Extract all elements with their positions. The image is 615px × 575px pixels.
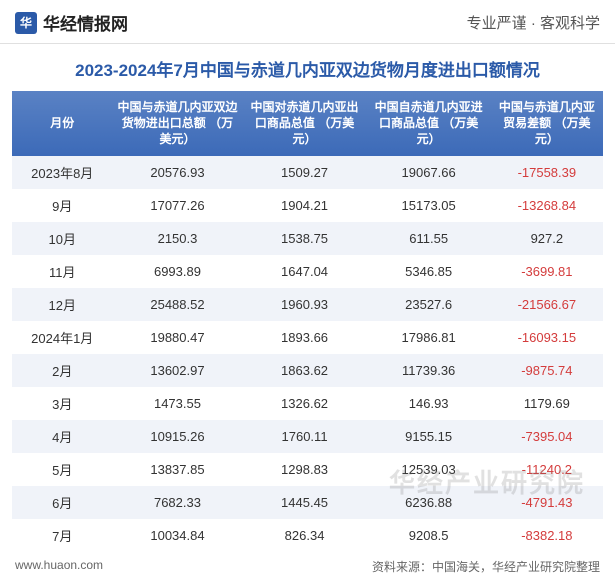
brand-name: 华经情报网 — [43, 10, 128, 35]
table-row: 4月10915.261760.119155.15-7395.04 — [12, 420, 603, 453]
cell-month: 9月 — [12, 189, 112, 222]
table-row: 2023年8月20576.931509.2719067.66-17558.39 — [12, 156, 603, 189]
table-row: 2024年1月19880.471893.6617986.81-16093.15 — [12, 321, 603, 354]
cell-total: 2150.3 — [112, 222, 242, 255]
brand-block: 华 华经情报网 — [15, 10, 128, 35]
cell-import: 9155.15 — [367, 420, 491, 453]
col-balance: 中国与赤道几内亚贸易差额 （万美元） — [491, 91, 603, 156]
cell-balance: -13268.84 — [491, 189, 603, 222]
cell-import: 5346.85 — [367, 255, 491, 288]
cell-import: 611.55 — [367, 222, 491, 255]
cell-export: 1960.93 — [242, 288, 366, 321]
cell-balance: 927.2 — [491, 222, 603, 255]
cell-export: 1538.75 — [242, 222, 366, 255]
table-row: 11月6993.891647.045346.85-3699.81 — [12, 255, 603, 288]
cell-month: 3月 — [12, 387, 112, 420]
table-row: 9月17077.261904.2115173.05-13268.84 — [12, 189, 603, 222]
col-export: 中国对赤道几内亚出口商品总值 （万美元） — [242, 91, 366, 156]
cell-month: 2023年8月 — [12, 156, 112, 189]
cell-total: 13602.97 — [112, 354, 242, 387]
cell-total: 13837.85 — [112, 453, 242, 486]
logo-icon: 华 — [15, 12, 37, 34]
page-header: 华 华经情报网 专业严谨 · 客观科学 — [0, 0, 615, 44]
cell-month: 5月 — [12, 453, 112, 486]
table-row: 7月10034.84826.349208.5-8382.18 — [12, 519, 603, 552]
cell-total: 7682.33 — [112, 486, 242, 519]
cell-export: 1863.62 — [242, 354, 366, 387]
table-row: 12月25488.521960.9323527.6-21566.67 — [12, 288, 603, 321]
cell-export: 826.34 — [242, 519, 366, 552]
cell-import: 23527.6 — [367, 288, 491, 321]
cell-total: 19880.47 — [112, 321, 242, 354]
cell-month: 10月 — [12, 222, 112, 255]
col-total: 中国与赤道几内亚双边货物进出口总额 （万美元） — [112, 91, 242, 156]
cell-balance: -3699.81 — [491, 255, 603, 288]
footer-source: 资料来源：中国海关，华经产业研究院整理 — [372, 558, 600, 575]
table-header-row: 月份 中国与赤道几内亚双边货物进出口总额 （万美元） 中国对赤道几内亚出口商品总… — [12, 91, 603, 156]
table-row: 10月2150.31538.75611.55927.2 — [12, 222, 603, 255]
cell-total: 20576.93 — [112, 156, 242, 189]
cell-total: 1473.55 — [112, 387, 242, 420]
table-row: 3月1473.551326.62146.931179.69 — [12, 387, 603, 420]
cell-total: 10034.84 — [112, 519, 242, 552]
cell-export: 1445.45 — [242, 486, 366, 519]
cell-export: 1298.83 — [242, 453, 366, 486]
cell-export: 1760.11 — [242, 420, 366, 453]
cell-import: 17986.81 — [367, 321, 491, 354]
table-container: 月份 中国与赤道几内亚双边货物进出口总额 （万美元） 中国对赤道几内亚出口商品总… — [0, 91, 615, 552]
cell-import: 12539.03 — [367, 453, 491, 486]
cell-balance: -16093.15 — [491, 321, 603, 354]
cell-export: 1904.21 — [242, 189, 366, 222]
cell-month: 4月 — [12, 420, 112, 453]
page-title: 2023-2024年7月中国与赤道几内亚双边货物月度进出口额情况 — [0, 44, 615, 91]
page-footer: www.huaon.com 资料来源：中国海关，华经产业研究院整理 — [0, 552, 615, 575]
cell-month: 11月 — [12, 255, 112, 288]
table-row: 5月13837.851298.8312539.03-11240.2 — [12, 453, 603, 486]
col-import: 中国自赤道几内亚进口商品总值 （万美元） — [367, 91, 491, 156]
cell-month: 6月 — [12, 486, 112, 519]
cell-export: 1893.66 — [242, 321, 366, 354]
cell-import: 11739.36 — [367, 354, 491, 387]
cell-balance: -8382.18 — [491, 519, 603, 552]
cell-export: 1509.27 — [242, 156, 366, 189]
cell-import: 6236.88 — [367, 486, 491, 519]
cell-balance: -11240.2 — [491, 453, 603, 486]
cell-total: 25488.52 — [112, 288, 242, 321]
cell-month: 7月 — [12, 519, 112, 552]
cell-balance: -4791.43 — [491, 486, 603, 519]
table-row: 6月7682.331445.456236.88-4791.43 — [12, 486, 603, 519]
col-month: 月份 — [12, 91, 112, 156]
cell-balance: -17558.39 — [491, 156, 603, 189]
cell-import: 9208.5 — [367, 519, 491, 552]
cell-balance: -7395.04 — [491, 420, 603, 453]
cell-import: 15173.05 — [367, 189, 491, 222]
cell-import: 146.93 — [367, 387, 491, 420]
tagline: 专业严谨 · 客观科学 — [467, 12, 600, 33]
footer-site: www.huaon.com — [15, 558, 103, 575]
cell-total: 17077.26 — [112, 189, 242, 222]
cell-balance: -21566.67 — [491, 288, 603, 321]
cell-export: 1326.62 — [242, 387, 366, 420]
cell-balance: -9875.74 — [491, 354, 603, 387]
cell-month: 2024年1月 — [12, 321, 112, 354]
cell-export: 1647.04 — [242, 255, 366, 288]
cell-total: 10915.26 — [112, 420, 242, 453]
table-row: 2月13602.971863.6211739.36-9875.74 — [12, 354, 603, 387]
cell-month: 2月 — [12, 354, 112, 387]
cell-total: 6993.89 — [112, 255, 242, 288]
table-body: 2023年8月20576.931509.2719067.66-17558.399… — [12, 156, 603, 552]
cell-import: 19067.66 — [367, 156, 491, 189]
cell-month: 12月 — [12, 288, 112, 321]
cell-balance: 1179.69 — [491, 387, 603, 420]
data-table: 月份 中国与赤道几内亚双边货物进出口总额 （万美元） 中国对赤道几内亚出口商品总… — [12, 91, 603, 552]
